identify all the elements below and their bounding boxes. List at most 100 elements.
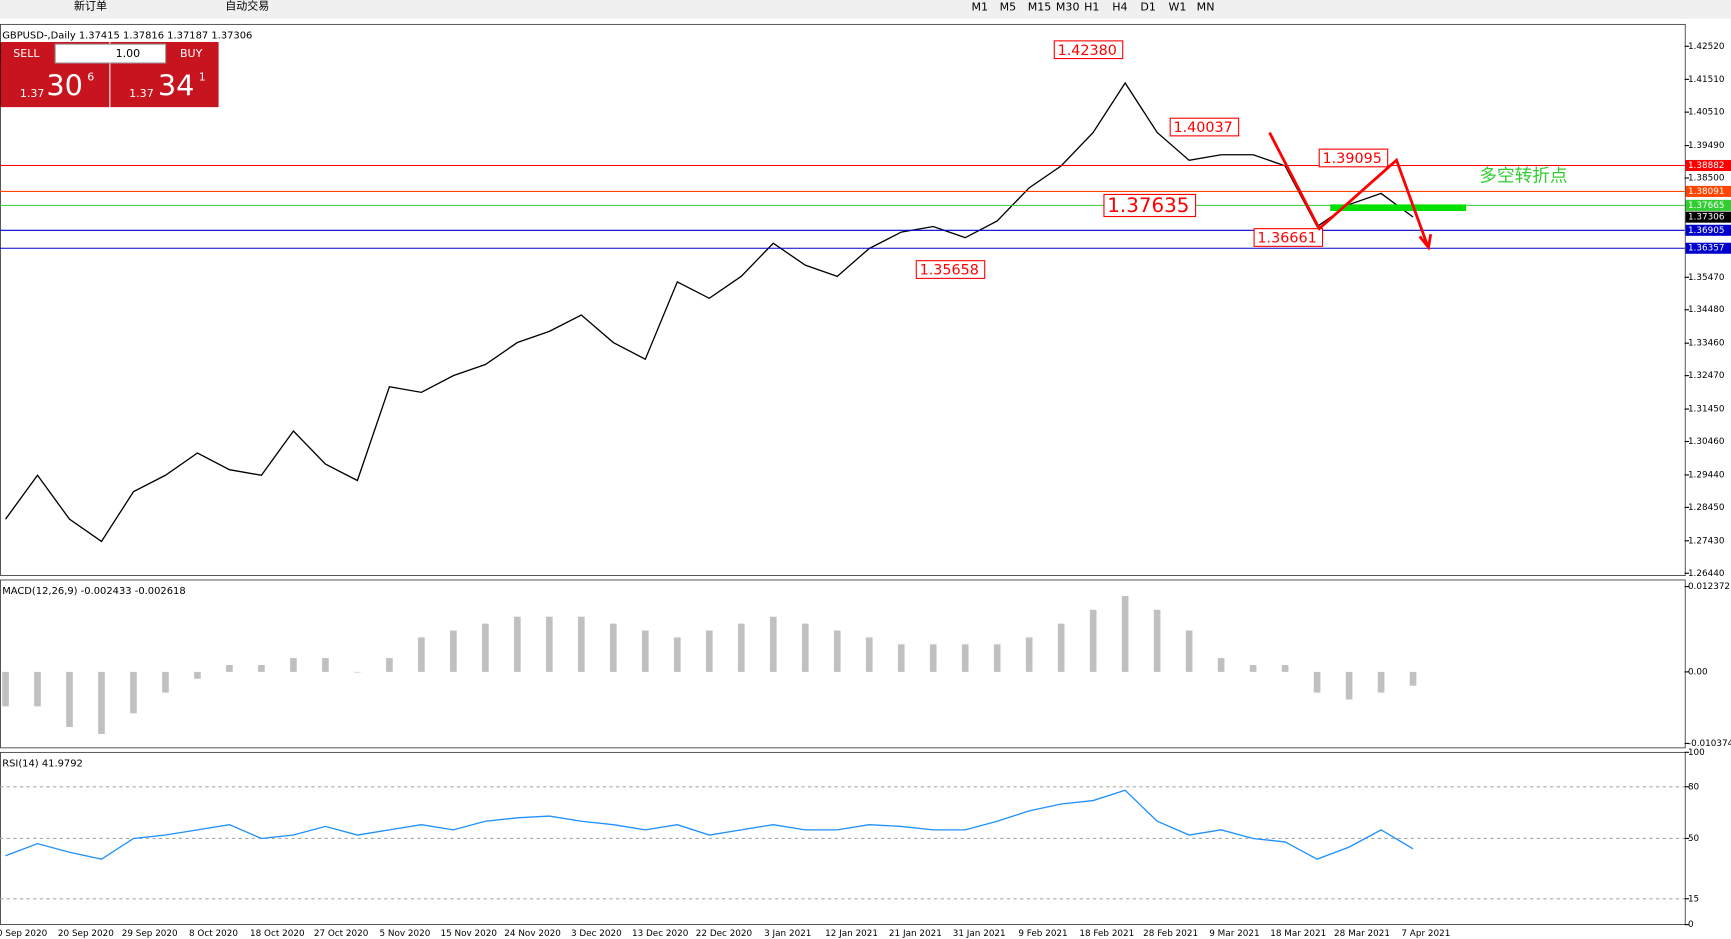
histogram-bar bbox=[386, 658, 393, 672]
y-tick-label: 0.012372 bbox=[1688, 582, 1730, 592]
annotation: 1.36661 bbox=[1257, 231, 1316, 247]
price-level-box bbox=[1685, 224, 1731, 236]
timeframe-button[interactable]: W1 bbox=[1169, 1, 1187, 14]
x-tick-label: 22 Dec 2020 bbox=[696, 929, 753, 939]
timeframe-button[interactable]: H1 bbox=[1084, 1, 1099, 14]
price-line bbox=[4, 81, 1414, 543]
histogram-bar bbox=[162, 671, 169, 693]
y-tick-label: 1.41510 bbox=[1688, 75, 1725, 85]
histogram-bar bbox=[1153, 609, 1161, 672]
y-tick-label: 1.29440 bbox=[1688, 470, 1725, 480]
timeframe-button[interactable]: MN bbox=[1197, 1, 1215, 14]
annotation: 1.39095 bbox=[1323, 151, 1382, 167]
x-tick-label: 3 Jan 2021 bbox=[764, 929, 811, 939]
timeframe-button[interactable]: H4 bbox=[1112, 1, 1127, 14]
lots-input[interactable] bbox=[54, 43, 167, 64]
histogram-bar bbox=[993, 644, 1001, 672]
sell-price-small: 6 bbox=[87, 70, 94, 83]
y-tick-label: 1.26440 bbox=[1688, 569, 1725, 579]
annotation: 1.40037 bbox=[1174, 120, 1233, 136]
lots-value[interactable]: 1.00 bbox=[116, 47, 141, 60]
x-tick-label: 28 Mar 2021 bbox=[1334, 929, 1390, 939]
x-tick-label: 5 Nov 2020 bbox=[379, 929, 430, 939]
histogram-bar bbox=[1409, 671, 1417, 686]
annotation: 1.35658 bbox=[920, 263, 979, 279]
x-tick-label: 29 Sep 2020 bbox=[122, 929, 178, 939]
histogram-bar bbox=[1313, 671, 1321, 693]
y-tick-label: 1.31450 bbox=[1688, 405, 1725, 415]
y-tick-label: 1.42520 bbox=[1688, 42, 1725, 52]
timeframe-button[interactable]: M30 bbox=[1056, 1, 1080, 14]
buy-price-small: 1 bbox=[199, 70, 206, 83]
histogram-bar bbox=[769, 616, 777, 672]
histogram-bar bbox=[1377, 671, 1385, 693]
histogram-bar bbox=[514, 616, 521, 672]
histogram-bar bbox=[1057, 623, 1065, 672]
x-tick-label: 28 Feb 2021 bbox=[1143, 929, 1198, 939]
sell-button[interactable]: SELL bbox=[13, 47, 40, 60]
timeframe-button[interactable]: M1 bbox=[971, 1, 988, 14]
toolbar bbox=[0, 0, 1731, 19]
timeframe-button[interactable]: M5 bbox=[1000, 1, 1017, 14]
annotation-box bbox=[1103, 193, 1197, 218]
histogram-bar bbox=[34, 671, 41, 707]
trend-arrow bbox=[1268, 131, 1433, 251]
histogram-bar bbox=[1025, 637, 1033, 672]
histogram-bar bbox=[1345, 671, 1353, 700]
price-level-label: 1.37306 bbox=[1688, 213, 1725, 223]
y-tick-label: -0.010374 bbox=[1688, 739, 1731, 749]
buy-button[interactable]: BUY bbox=[180, 47, 203, 60]
x-tick-label: 18 Feb 2021 bbox=[1079, 929, 1134, 939]
panel-frame bbox=[0, 23, 1686, 576]
y-tick-label: 1.32470 bbox=[1688, 371, 1725, 381]
y-tick-label: 1.27430 bbox=[1688, 536, 1725, 546]
timeframe-button[interactable]: M15 bbox=[1028, 1, 1052, 14]
auto-trade-button[interactable]: 自动交易 bbox=[225, 0, 269, 13]
histogram-bar bbox=[290, 658, 297, 672]
panel-title: MACD(12,26,9) -0.002433 -0.002618 bbox=[2, 586, 185, 597]
histogram-bar bbox=[482, 623, 489, 672]
histogram-bar bbox=[705, 630, 713, 672]
histogram-bar bbox=[1217, 658, 1225, 672]
histogram-bar bbox=[801, 623, 809, 672]
price-level-label: 1.36905 bbox=[1688, 226, 1725, 236]
price-level-box bbox=[1685, 199, 1731, 211]
x-tick-label: 12 Jan 2021 bbox=[825, 929, 878, 939]
y-tick-label: 15 bbox=[1688, 894, 1699, 904]
y-tick-label: 1.30460 bbox=[1688, 437, 1725, 447]
annotation-box bbox=[915, 260, 986, 279]
price-level-label: 1.38091 bbox=[1688, 187, 1725, 197]
x-tick-label: 15 Nov 2020 bbox=[440, 929, 497, 939]
histogram-bar bbox=[610, 623, 617, 672]
histogram-bar bbox=[1121, 596, 1129, 672]
sell-price-prefix: 1.37 bbox=[20, 87, 45, 100]
histogram-bar bbox=[1281, 664, 1289, 672]
x-tick-label: 0 Sep 2020 bbox=[0, 929, 48, 939]
histogram-bar bbox=[98, 671, 105, 734]
y-tick-label: 50 bbox=[1688, 834, 1700, 844]
histogram-bar bbox=[418, 637, 425, 672]
histogram-bar bbox=[546, 616, 553, 672]
x-tick-label: 27 Oct 2020 bbox=[314, 929, 369, 939]
price-level-box bbox=[1685, 242, 1731, 254]
histogram-bar bbox=[130, 671, 137, 714]
price-level-label: 1.37665 bbox=[1688, 201, 1725, 211]
new-order-button[interactable]: 新订单 bbox=[74, 0, 107, 13]
x-tick-label: 7 Apr 2021 bbox=[1401, 929, 1450, 939]
histogram-bar bbox=[897, 644, 905, 672]
y-tick-label: 1.34480 bbox=[1688, 305, 1725, 315]
sell-price-big: 30 bbox=[46, 68, 83, 102]
histogram-bar bbox=[194, 671, 201, 679]
x-tick-label: 21 Jan 2021 bbox=[889, 929, 942, 939]
timeframe-button[interactable]: D1 bbox=[1140, 1, 1156, 14]
annotation-box bbox=[1053, 40, 1124, 60]
price-level-box bbox=[1685, 211, 1731, 223]
histogram-bar bbox=[2, 671, 9, 707]
histogram-bar bbox=[1185, 630, 1193, 672]
x-tick-label: 8 Oct 2020 bbox=[189, 929, 238, 939]
histogram-bar bbox=[1249, 664, 1257, 672]
price-line bbox=[5, 789, 1414, 860]
y-tick-label: 1.33460 bbox=[1688, 339, 1725, 349]
x-tick-label: 18 Mar 2021 bbox=[1270, 929, 1326, 939]
